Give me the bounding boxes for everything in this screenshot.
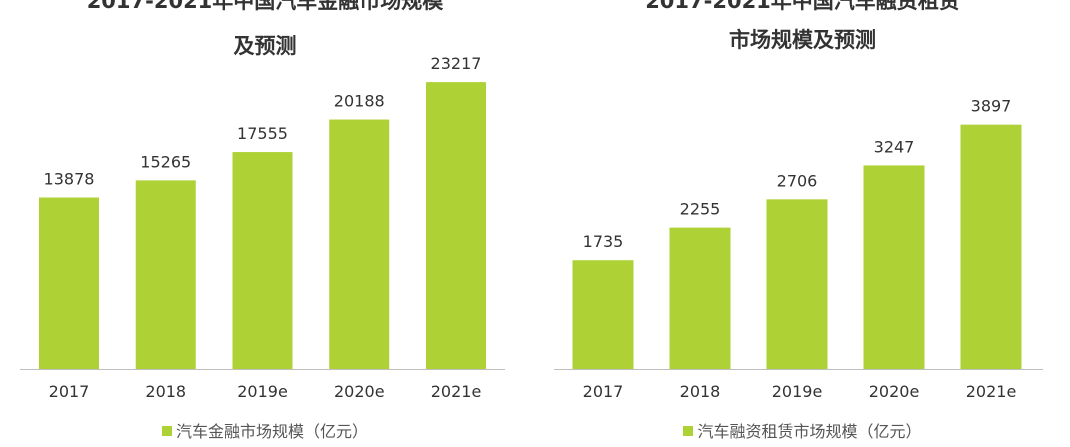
legend-label: 汽车融资租赁市场规模（亿元） <box>697 422 922 441</box>
chart-title-line-1: 2017-2021年中国汽车融资租赁 <box>645 0 960 13</box>
data-label-2019e: 2706 <box>777 171 818 190</box>
data-label-2017: 1735 <box>583 232 624 251</box>
data-label-2020e: 3247 <box>874 137 915 156</box>
data-label-2021e: 23217 <box>431 54 482 73</box>
x-tick-label-2019e: 2019e <box>237 382 288 401</box>
chart-title-line-2: 市场规模及预测 <box>729 28 876 52</box>
data-label-2021e: 3897 <box>971 97 1012 116</box>
data-label-2019e: 17555 <box>237 124 288 143</box>
legend: 汽车融资租赁市场规模（亿元） <box>535 418 1070 442</box>
bar-2019e <box>232 152 293 369</box>
legend-label: 汽车金融市场规模（亿元） <box>175 422 368 441</box>
bar-2019e <box>766 199 828 369</box>
x-tick-label-2021e: 2021e <box>966 382 1017 401</box>
bar-2020e <box>863 165 925 369</box>
chart-title-line-1: 2017-2021年中国汽车金融市场规模 <box>86 0 444 13</box>
x-tick-label-2019e: 2019e <box>772 382 823 401</box>
x-tick-label-2021e: 2021e <box>431 382 482 401</box>
bar-chart-left: 13878 2017 15265 2018 17555 2019e 20188 2020e 23… <box>20 54 505 401</box>
bar-2021e <box>426 82 486 369</box>
bar-2018 <box>135 180 196 369</box>
bar-2020e <box>329 119 390 369</box>
legend-swatch <box>161 425 172 436</box>
x-tick-label-2017: 2017 <box>49 382 90 401</box>
legend: 汽车金融市场规模（亿元） <box>0 418 530 442</box>
data-label-2018: 15265 <box>140 152 191 171</box>
legend-swatch <box>683 425 694 436</box>
x-tick-label-2017: 2017 <box>583 382 624 401</box>
x-tick-label-2020e: 2020e <box>334 382 385 401</box>
bar-2021e <box>960 124 1022 369</box>
data-label-2020e: 20188 <box>334 92 385 111</box>
data-label-2018: 2255 <box>680 200 721 219</box>
chart-panel-right: 2017-2021年中国汽车融资租赁 市场规模及预测 1735 2017 2255 2… <box>535 0 1070 447</box>
bar-chart-right: 1735 2017 2255 2018 2706 2019e 3247 2020e 3897 20… <box>554 97 1043 401</box>
bar-2018 <box>669 227 731 369</box>
x-tick-label-2018: 2018 <box>680 382 721 401</box>
data-label-2017: 13878 <box>44 170 95 189</box>
bar-2017 <box>572 260 634 369</box>
bar-2017 <box>39 197 99 369</box>
x-tick-label-2020e: 2020e <box>869 382 920 401</box>
chart-panel-left: 2017-2021年中国汽车金融市场规模 及预测 13878 2017 15265 2… <box>0 0 530 447</box>
x-tick-label-2018: 2018 <box>145 382 186 401</box>
chart-title-line-2: 及预测 <box>233 34 297 58</box>
